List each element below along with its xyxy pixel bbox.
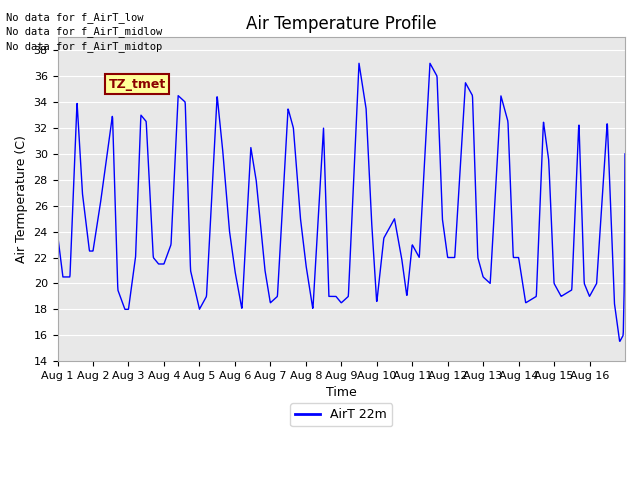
- Text: No data for f_AirT_low: No data for f_AirT_low: [6, 12, 144, 23]
- Text: TZ_tmet: TZ_tmet: [109, 78, 166, 91]
- Text: No data for f_AirT_midlow: No data for f_AirT_midlow: [6, 26, 163, 37]
- X-axis label: Time: Time: [326, 386, 356, 399]
- Legend: AirT 22m: AirT 22m: [291, 403, 392, 426]
- Title: Air Temperature Profile: Air Temperature Profile: [246, 15, 436, 33]
- Y-axis label: Air Termperature (C): Air Termperature (C): [15, 135, 28, 263]
- Text: No data for f_AirT_midtop: No data for f_AirT_midtop: [6, 41, 163, 52]
